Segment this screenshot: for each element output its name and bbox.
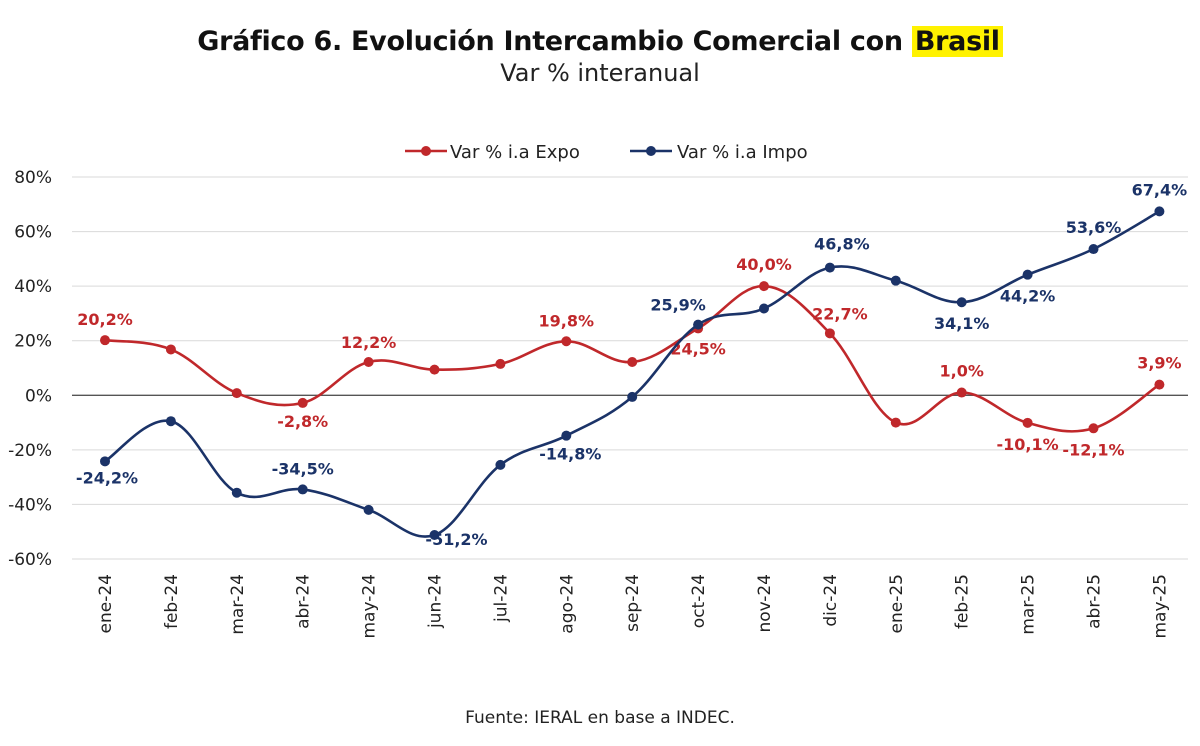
data-label: 1,0% <box>940 362 984 381</box>
data-point <box>824 328 835 339</box>
data-point <box>495 358 506 369</box>
x-tick-label: jun-24 <box>426 574 446 629</box>
data-point <box>1088 244 1099 255</box>
data-point <box>759 303 769 314</box>
data-point <box>429 364 440 375</box>
data-point <box>1154 379 1165 390</box>
data-label: 22,7% <box>812 304 868 323</box>
y-tick-label: 20% <box>14 332 52 352</box>
y-tick-label: -20% <box>8 441 52 461</box>
data-label: 53,6% <box>1066 218 1122 237</box>
data-label: 20,2% <box>77 310 133 329</box>
x-tick-label: jul-24 <box>491 574 511 623</box>
data-label: -2,8% <box>277 412 328 431</box>
data-label: 44,2% <box>1000 287 1056 306</box>
x-tick-label: mar-24 <box>228 574 248 635</box>
y-tick-label: -40% <box>8 495 52 515</box>
data-label: -51,2% <box>425 530 487 549</box>
data-point <box>890 417 901 428</box>
x-tick-label: abr-25 <box>1085 574 1105 629</box>
data-point <box>231 487 242 498</box>
data-label: 25,9% <box>650 296 706 315</box>
data-point <box>890 275 901 286</box>
data-label: 12,2% <box>341 333 397 352</box>
data-point <box>165 344 176 355</box>
y-tick-label: 60% <box>14 223 52 243</box>
chart-title-block: Gráfico 6. Evolución Intercambio Comerci… <box>0 26 1200 87</box>
data-point <box>363 504 374 515</box>
data-point <box>824 262 835 273</box>
data-point <box>627 391 638 402</box>
chart-title-highlight: Brasil <box>911 26 1003 57</box>
data-point <box>495 459 506 470</box>
data-label: 40,0% <box>736 255 792 274</box>
source-note: Fuente: IERAL en base a INDEC. <box>465 708 735 728</box>
data-point <box>297 484 308 495</box>
x-tick-label: may-25 <box>1150 574 1170 639</box>
x-tick-label: nov-24 <box>755 574 775 633</box>
y-tick-label: 0% <box>25 386 52 406</box>
data-point <box>561 336 572 347</box>
x-tick-label: ago-24 <box>557 574 577 634</box>
data-point <box>1022 417 1033 428</box>
x-tick-label: dic-24 <box>821 574 841 627</box>
data-point <box>100 335 110 346</box>
data-point <box>1022 269 1033 280</box>
legend-swatch-marker <box>421 146 431 156</box>
data-label: -12,1% <box>1062 440 1124 459</box>
x-tick-label: sep-24 <box>623 574 643 632</box>
data-point <box>693 319 704 330</box>
x-tick-label: feb-24 <box>162 574 182 629</box>
data-label: 24,5% <box>670 339 726 358</box>
x-tick-label: feb-25 <box>953 574 973 629</box>
data-point <box>956 387 967 398</box>
data-point <box>759 281 769 292</box>
data-point <box>1088 423 1099 434</box>
legend-swatch-marker <box>646 146 656 156</box>
data-label: 3,9% <box>1137 354 1181 373</box>
data-label: 67,4% <box>1132 180 1188 199</box>
chart-subtitle: Var % interanual <box>500 59 700 87</box>
x-tick-label: ene-24 <box>96 574 116 633</box>
line-chart: 80% 60% 40% 20% 0% -20% -40% -60% ene-24 feb-24 ma… <box>8 142 1188 639</box>
data-point <box>297 397 308 408</box>
chart-title: Gráfico 6. Evolución Intercambio Comerci… <box>0 26 1200 57</box>
data-label: 46,8% <box>814 235 870 254</box>
data-point <box>363 356 374 367</box>
data-point <box>627 356 638 367</box>
chart-title-prefix: Gráfico 6. Evolución Intercambio Comerci… <box>197 26 912 57</box>
data-label: 34,1% <box>934 314 990 333</box>
data-label: -24,2% <box>76 468 138 487</box>
x-tick-label: mar-25 <box>1019 574 1039 635</box>
data-point <box>100 456 110 467</box>
data-point <box>165 416 176 427</box>
y-tick-label: 80% <box>14 168 52 188</box>
data-label: -10,1% <box>997 435 1059 454</box>
x-tick-label: may-24 <box>360 574 380 639</box>
data-label: 19,8% <box>539 311 595 330</box>
series-line <box>104 210 1161 538</box>
data-label: -34,5% <box>272 459 334 478</box>
data-point <box>1154 206 1165 217</box>
data-label: -14,8% <box>539 445 601 464</box>
x-tick-label: ene-25 <box>887 574 907 633</box>
legend-label: Var % i.a Expo <box>450 142 580 163</box>
y-tick-label: 40% <box>14 277 52 297</box>
legend-label: Var % i.a Impo <box>677 142 808 163</box>
x-tick-label: oct-24 <box>689 574 709 628</box>
data-point <box>956 297 967 308</box>
data-point <box>561 430 572 441</box>
data-point <box>231 388 242 399</box>
data-point <box>429 529 440 540</box>
y-tick-label: -60% <box>8 550 52 570</box>
x-tick-label: abr-24 <box>294 574 314 629</box>
